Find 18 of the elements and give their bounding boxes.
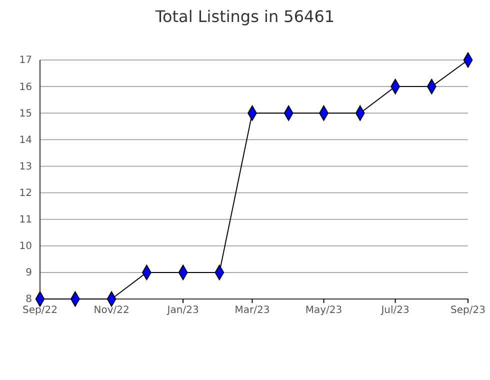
y-tick-label: 14 [19,134,32,146]
x-tick-label: Jul/23 [380,305,410,316]
y-tick-label: 8 [26,294,32,306]
x-tick-label: Sep/22 [22,305,58,316]
y-tick-label: 11 [19,214,32,226]
x-tick-label: Sep/23 [450,305,486,316]
y-tick-label: 9 [26,268,32,279]
x-tick-label: Nov/22 [94,305,130,316]
x-tick-label: Mar/23 [234,305,270,316]
y-tick-label: 12 [19,188,32,199]
x-tick-label: May/23 [305,305,342,316]
y-tick-label: 16 [19,82,32,93]
y-tick-label: 15 [19,108,32,120]
chart-title: Total Listings in 56461 [154,7,335,26]
y-tick-label: 17 [19,55,32,66]
y-tick-label: 10 [19,241,32,252]
y-tick-label: 13 [19,161,32,172]
x-tick-label: Jan/23 [166,305,199,316]
